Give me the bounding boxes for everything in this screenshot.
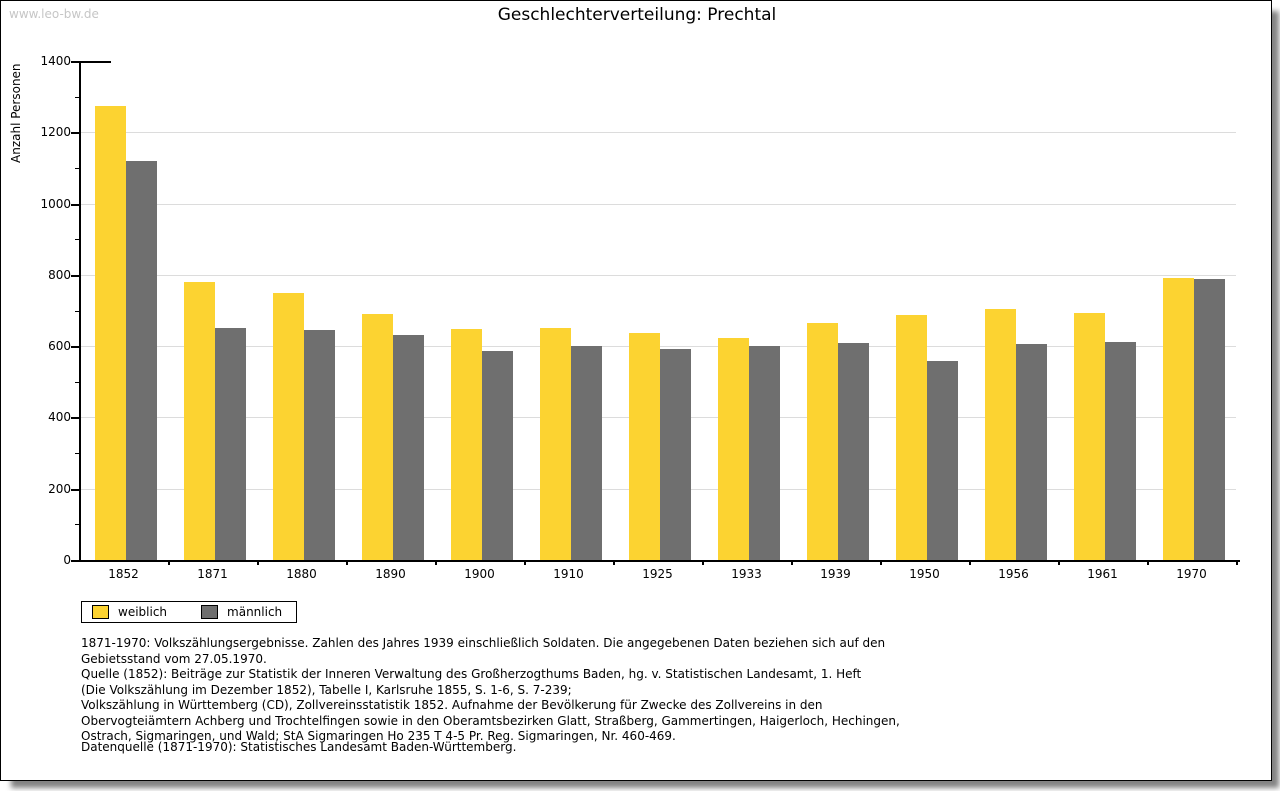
footnote-line: Quelle (1852): Beiträge zur Statistik de… (81, 667, 862, 681)
bar-weiblich-1970 (1163, 278, 1194, 560)
bar-männlich-1961 (1105, 342, 1136, 560)
x-boundary-tick (168, 560, 170, 565)
x-boundary-tick (702, 560, 704, 565)
y-tick-label: 1200 (40, 125, 71, 139)
bar-weiblich-1910 (540, 328, 571, 560)
x-tick-label: 1933 (731, 567, 762, 581)
bar-männlich-1910 (571, 346, 602, 560)
gridline-800 (79, 275, 1236, 276)
bar-weiblich-1939 (807, 323, 838, 560)
x-boundary-tick (257, 560, 259, 565)
x-tick-label: 1890 (375, 567, 406, 581)
bar-männlich-1950 (927, 361, 958, 560)
footnote-line: Obervogteiämtern Achberg und Trochtelfin… (81, 713, 900, 728)
x-tick-label: 1950 (909, 567, 940, 581)
x-boundary-tick (346, 560, 348, 565)
watermark: www.leo-bw.de (9, 7, 99, 21)
y-major-tick (71, 61, 79, 63)
bar-weiblich-1933 (718, 338, 749, 560)
bar-männlich-1956 (1016, 344, 1047, 560)
legend-label-weiblich: weiblich (118, 605, 168, 619)
legend-label-maennlich: männlich (227, 605, 283, 619)
gridline-1200 (79, 132, 1236, 133)
legend-swatch-maennlich (201, 605, 219, 619)
y-minor-tick (75, 382, 79, 383)
footnote-line: 1871-1970: Volkszählungsergebnisse. Zahl… (81, 636, 886, 650)
x-boundary-tick (435, 560, 437, 565)
x-boundary-tick (1058, 560, 1060, 565)
y-minor-tick (75, 97, 79, 98)
y-major-tick (71, 417, 79, 419)
x-tick-label: 1871 (197, 567, 228, 581)
y-minor-tick (75, 311, 79, 312)
bar-weiblich-1900 (451, 329, 482, 560)
bar-weiblich-1956 (985, 309, 1016, 560)
footnote-line: Ostrach, Sigmaringen, und Wald; StA Sigm… (81, 729, 676, 743)
footnote-line: Gebietsstand vom 27.05.1970. (81, 651, 267, 666)
y-tick-label: 200 (48, 482, 71, 496)
y-minor-tick (75, 168, 79, 169)
y-major-tick (71, 204, 79, 206)
bar-männlich-1970 (1194, 279, 1225, 560)
x-boundary-tick (524, 560, 526, 565)
bar-männlich-1890 (393, 335, 424, 560)
bar-weiblich-1871 (184, 282, 215, 560)
x-boundary-tick (1236, 560, 1238, 565)
x-tick-label: 1900 (464, 567, 495, 581)
x-tick-label: 1956 (998, 567, 1029, 581)
bar-männlich-1852 (126, 161, 157, 560)
footnote-line: Volkszählung in Württemberg (CD), Zollve… (81, 698, 823, 712)
bar-weiblich-1852 (95, 106, 126, 560)
x-tick-label: 1925 (642, 567, 673, 581)
y-axis (79, 61, 81, 562)
legend-swatch-weiblich (92, 605, 109, 619)
y-minor-tick (75, 453, 79, 454)
bar-männlich-1933 (749, 346, 780, 560)
y-tick-label: 400 (48, 410, 71, 424)
x-boundary-tick (969, 560, 971, 565)
footnotes-block: 1871-1970: Volkszählungsergebnisse. Zahl… (81, 636, 900, 745)
y-major-tick (71, 489, 79, 491)
y-major-tick (71, 132, 79, 134)
bar-weiblich-1925 (629, 333, 660, 560)
chart-title: Geschlechterverteilung: Prechtal (497, 5, 777, 25)
y-major-tick (71, 275, 79, 277)
bar-männlich-1939 (838, 343, 869, 560)
y-minor-tick (75, 239, 79, 240)
footnote-line: (Die Volkszählung im Dezember 1852), Tab… (81, 682, 572, 697)
x-tick-label: 1970 (1176, 567, 1207, 581)
bar-männlich-1900 (482, 351, 513, 560)
x-axis (79, 560, 1240, 562)
x-boundary-tick (1147, 560, 1149, 565)
datasource-line: Datenquelle (1871-1970): Statistisches L… (81, 740, 517, 754)
bar-männlich-1880 (304, 330, 335, 560)
bar-weiblich-1961 (1074, 313, 1105, 560)
x-boundary-tick (613, 560, 615, 565)
bar-weiblich-1950 (896, 315, 927, 560)
y-tick-label: 600 (48, 339, 71, 353)
x-tick-label: 1852 (108, 567, 139, 581)
top-notch (79, 61, 111, 63)
x-boundary-tick (791, 560, 793, 565)
y-tick-label: 0 (63, 553, 71, 567)
y-tick-label: 800 (48, 268, 71, 282)
x-tick-label: 1961 (1087, 567, 1118, 581)
y-tick-label: 1400 (40, 54, 71, 68)
x-boundary-tick (880, 560, 882, 565)
x-tick-label: 1880 (286, 567, 317, 581)
y-minor-tick (75, 524, 79, 525)
gridline-1000 (79, 204, 1236, 205)
y-major-tick (71, 346, 79, 348)
bar-männlich-1925 (660, 349, 691, 560)
x-tick-label: 1939 (820, 567, 851, 581)
y-tick-label: 1000 (40, 197, 71, 211)
x-tick-label: 1910 (553, 567, 584, 581)
y-major-tick (71, 560, 79, 562)
bar-weiblich-1890 (362, 314, 393, 560)
legend: weiblich männlich (81, 601, 298, 623)
bar-männlich-1871 (215, 328, 246, 560)
bar-weiblich-1880 (273, 293, 304, 560)
